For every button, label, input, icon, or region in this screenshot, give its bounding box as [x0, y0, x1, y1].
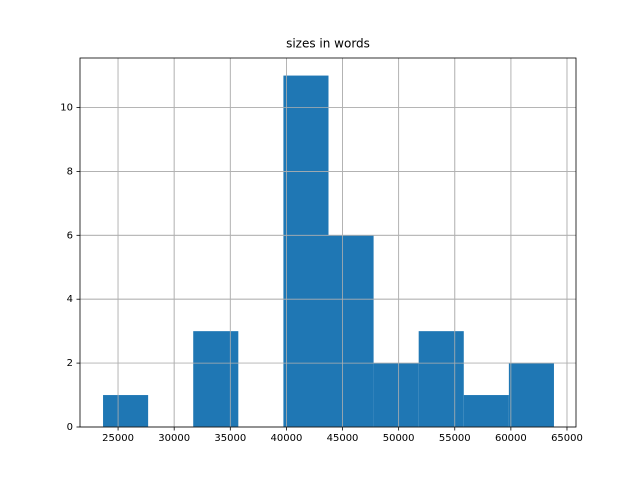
- bar: [463, 395, 509, 427]
- y-tick-label: 6: [67, 230, 73, 241]
- x-tick-label: 50000: [383, 433, 415, 444]
- x-tick-label: 60000: [495, 433, 527, 444]
- bar: [283, 75, 329, 428]
- bar: [373, 363, 419, 427]
- bar: [418, 331, 464, 427]
- bar: [103, 395, 149, 427]
- bar: [508, 363, 554, 427]
- y-tick-label: 0: [67, 422, 73, 433]
- bar: [328, 235, 374, 427]
- x-tick-label: 30000: [158, 433, 190, 444]
- x-tick-label: 25000: [102, 433, 134, 444]
- y-tick-label: 8: [67, 166, 73, 177]
- x-tick-label: 45000: [327, 433, 359, 444]
- x-tick-label: 65000: [551, 433, 583, 444]
- bar: [193, 331, 239, 427]
- y-tick-label: 4: [67, 294, 73, 305]
- chart-title: sizes in words: [286, 37, 370, 51]
- x-tick-label: 40000: [271, 433, 303, 444]
- y-tick-label: 2: [67, 358, 73, 369]
- x-tick-label: 55000: [439, 433, 471, 444]
- plot-frame: [79, 57, 577, 428]
- y-tick-label: 10: [60, 103, 73, 114]
- x-tick-label: 35000: [214, 433, 246, 444]
